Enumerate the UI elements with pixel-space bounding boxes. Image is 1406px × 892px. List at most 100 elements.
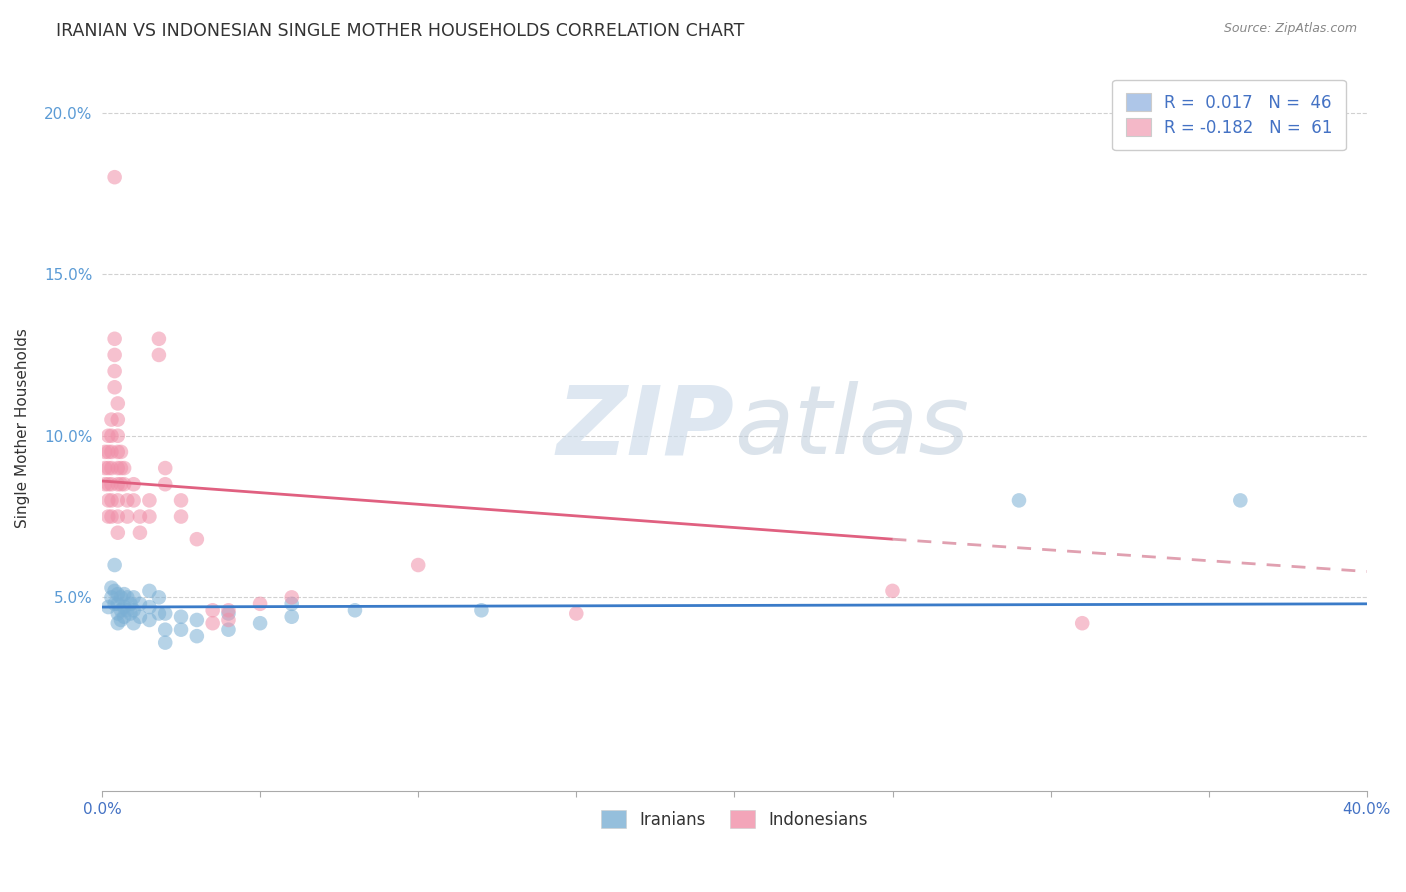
Point xyxy=(112,461,135,475)
Point xyxy=(112,477,135,491)
Point xyxy=(122,477,145,491)
Text: ZIP: ZIP xyxy=(557,381,734,475)
Point xyxy=(100,493,122,508)
Point xyxy=(155,623,177,637)
Point xyxy=(100,477,122,491)
Point xyxy=(120,597,142,611)
Point xyxy=(280,609,302,624)
Point xyxy=(100,412,122,426)
Point xyxy=(97,461,120,475)
Point xyxy=(120,607,142,621)
Point xyxy=(217,607,239,621)
Point xyxy=(155,607,177,621)
Text: IRANIAN VS INDONESIAN SINGLE MOTHER HOUSEHOLDS CORRELATION CHART: IRANIAN VS INDONESIAN SINGLE MOTHER HOUS… xyxy=(56,22,745,40)
Point xyxy=(470,603,492,617)
Point xyxy=(107,525,129,540)
Point xyxy=(280,597,302,611)
Point xyxy=(170,609,193,624)
Point xyxy=(201,616,224,631)
Point xyxy=(97,477,120,491)
Point xyxy=(155,635,177,649)
Point xyxy=(97,445,120,459)
Point xyxy=(122,616,145,631)
Point xyxy=(155,461,177,475)
Point xyxy=(107,429,129,443)
Point xyxy=(1008,493,1031,508)
Point xyxy=(138,600,160,615)
Point xyxy=(94,445,117,459)
Point xyxy=(104,364,127,378)
Point xyxy=(129,509,152,524)
Point xyxy=(170,493,193,508)
Point xyxy=(100,429,122,443)
Point xyxy=(148,607,170,621)
Point xyxy=(107,616,129,631)
Point xyxy=(138,613,160,627)
Point xyxy=(100,445,122,459)
Point xyxy=(97,429,120,443)
Point xyxy=(343,603,366,617)
Point xyxy=(100,591,122,605)
Point xyxy=(406,558,429,572)
Point xyxy=(148,591,170,605)
Point xyxy=(112,587,135,601)
Point xyxy=(1229,493,1251,508)
Point xyxy=(97,493,120,508)
Point xyxy=(112,609,135,624)
Point xyxy=(249,597,271,611)
Point xyxy=(138,583,160,598)
Point xyxy=(129,525,152,540)
Point xyxy=(104,583,127,598)
Point xyxy=(112,600,135,615)
Point xyxy=(104,170,127,185)
Point xyxy=(117,603,139,617)
Point xyxy=(117,493,139,508)
Point xyxy=(110,477,132,491)
Point xyxy=(148,332,170,346)
Point xyxy=(107,607,129,621)
Point xyxy=(110,461,132,475)
Point xyxy=(122,493,145,508)
Legend: Iranians, Indonesians: Iranians, Indonesians xyxy=(593,804,875,835)
Point xyxy=(107,493,129,508)
Point xyxy=(170,509,193,524)
Point xyxy=(217,603,239,617)
Point xyxy=(138,493,160,508)
Point xyxy=(217,623,239,637)
Point xyxy=(104,348,127,362)
Point xyxy=(107,461,129,475)
Point xyxy=(117,591,139,605)
Point xyxy=(107,597,129,611)
Point xyxy=(129,609,152,624)
Point xyxy=(110,603,132,617)
Point xyxy=(201,603,224,617)
Text: Source: ZipAtlas.com: Source: ZipAtlas.com xyxy=(1223,22,1357,36)
Point xyxy=(104,380,127,394)
Point xyxy=(122,591,145,605)
Y-axis label: Single Mother Households: Single Mother Households xyxy=(15,327,30,527)
Point xyxy=(110,445,132,459)
Point xyxy=(104,558,127,572)
Point xyxy=(565,607,588,621)
Point xyxy=(107,412,129,426)
Point xyxy=(100,581,122,595)
Point xyxy=(107,509,129,524)
Point xyxy=(100,509,122,524)
Point xyxy=(217,613,239,627)
Point xyxy=(117,509,139,524)
Point xyxy=(882,583,904,598)
Point xyxy=(110,591,132,605)
Point xyxy=(104,332,127,346)
Point xyxy=(186,629,208,643)
Point xyxy=(1071,616,1094,631)
Point xyxy=(100,461,122,475)
Text: atlas: atlas xyxy=(734,381,969,475)
Point xyxy=(148,348,170,362)
Point xyxy=(107,445,129,459)
Point xyxy=(97,509,120,524)
Point xyxy=(110,613,132,627)
Point xyxy=(155,477,177,491)
Point xyxy=(129,597,152,611)
Point xyxy=(138,509,160,524)
Point xyxy=(107,587,129,601)
